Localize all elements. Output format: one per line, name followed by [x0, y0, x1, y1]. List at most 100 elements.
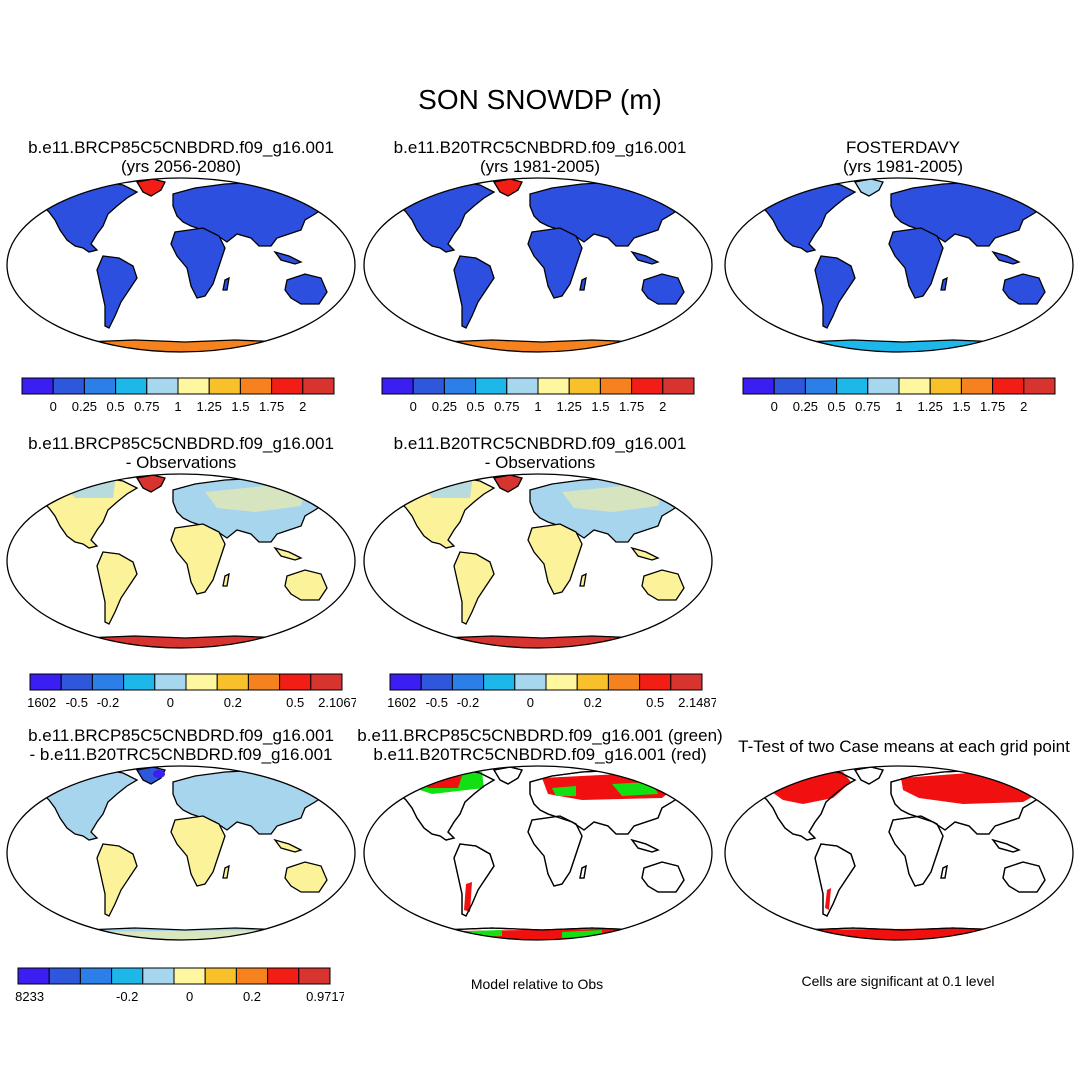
land-madagascar: [940, 276, 948, 291]
colorbar-box: [867, 377, 900, 395]
map-border: [363, 473, 713, 649]
colorbar-tick-label: 0.2: [584, 695, 602, 710]
land-madagascar: [222, 572, 230, 587]
map-panel-9: [724, 765, 1074, 941]
colorbar-tick-label: 2.1067: [318, 695, 356, 710]
colorbar-box: [302, 377, 335, 395]
colorbar-box: [208, 377, 241, 395]
land-south-america: [96, 551, 138, 625]
colorbar-box: [310, 673, 343, 691]
colorbar-tick-label: 0.75: [494, 399, 519, 414]
colorbar-box: [173, 967, 206, 985]
colorbar-tick-label: 0.25: [72, 399, 97, 414]
map-panel-2: [363, 177, 713, 353]
colorbar-tick-label: -1.8233: [14, 989, 44, 1004]
land-africa: [527, 227, 583, 299]
map-panel-8: [363, 765, 713, 941]
land-sea-islands: [991, 250, 1021, 265]
land-sea-islands: [273, 250, 303, 265]
land-africa: [888, 227, 944, 299]
colorbar-tick-label: 0.75: [134, 399, 159, 414]
colorbar-box: [83, 377, 117, 395]
land-australia: [641, 273, 685, 305]
colorbar-tick-label: 1.5: [231, 399, 249, 414]
colorbar-box: [177, 377, 210, 395]
colorbar-box: [204, 967, 237, 985]
map-border: [724, 177, 1074, 353]
colorbar-box: [60, 673, 93, 691]
land-south-america: [453, 551, 495, 625]
colorbar-tick-label: 1.5: [591, 399, 609, 414]
colorbar-tick-label: 0: [527, 695, 534, 710]
colorbar-tick-label: -0.5: [426, 695, 448, 710]
colorbar-box: [773, 377, 806, 395]
colorbar-tick-label: 0.2: [243, 989, 261, 1004]
map-border: [724, 765, 1074, 941]
colorbar-box: [216, 673, 249, 691]
colorbar-box: [17, 967, 50, 985]
colorbar-tick-label: 1.75: [980, 399, 1005, 414]
colorbar-box: [154, 673, 187, 691]
panel-title-2: b.e11.B20TRC5CNBDRD.f09_g16.001 (yrs 1981…: [393, 138, 687, 176]
colorbar-tick-label: -0.5: [66, 695, 88, 710]
land-madagascar: [579, 572, 587, 587]
colorbar-box: [239, 377, 273, 395]
colorbar-tick-label: 0: [410, 399, 417, 414]
colorbar-tick-label: -0.2: [116, 989, 138, 1004]
panel-title-8: b.e11.BRCP85C5CNBDRD.f09_g16.001 (green)…: [357, 726, 723, 764]
colorbar-box: [142, 967, 175, 985]
colorbar-tick-label: 0.5: [107, 399, 125, 414]
colorbar-4: -1.1602 -0.5 -0.2 0 0.2 0.5 2.1067: [26, 673, 356, 710]
colorbar-tick-label: 2: [659, 399, 666, 414]
land-africa: [527, 523, 583, 595]
map-panel-7: [6, 765, 356, 941]
colorbar-box: [420, 673, 453, 691]
colorbar-box: [247, 673, 281, 691]
colorbar-box: [836, 377, 869, 395]
land-sea-islands: [630, 250, 660, 265]
panel-title-1: b.e11.BRCP85C5CNBDRD.f09_g16.001 (yrs 205…: [28, 138, 334, 176]
map-border: [6, 765, 356, 941]
colorbar-7: -1.8233 -0.2 0 0.2 0.9717: [14, 967, 344, 1004]
land-africa: [170, 815, 226, 887]
map-border: [6, 473, 356, 649]
land-australia: [1002, 273, 1046, 305]
colorbar-tick-label: 2.1487: [678, 695, 716, 710]
colorbar-box: [381, 377, 414, 395]
colorbar-tick-label: 1.75: [259, 399, 284, 414]
colorbar-tick-label: 0.9717: [306, 989, 344, 1004]
colorbar-box: [111, 967, 144, 985]
land-africa: [170, 523, 226, 595]
colorbar-tick-label: 1.75: [619, 399, 644, 414]
land-australia: [641, 569, 685, 601]
colorbar-box: [537, 377, 570, 395]
land-antarctica: [44, 339, 325, 352]
colorbar-2: 0 0.25 0.5 0.75 1 1.25 1.5 1.75 2: [381, 377, 695, 414]
land-sea-islands: [273, 838, 303, 853]
colorbar-box: [185, 673, 218, 691]
colorbar-box: [960, 377, 994, 395]
colorbar-box: [992, 377, 1025, 395]
colorbar-box: [662, 377, 695, 395]
land-madagascar: [222, 276, 230, 291]
colorbar-box: [607, 673, 641, 691]
colorbar-box: [443, 377, 477, 395]
map-panel-5: [363, 473, 713, 649]
colorbar-tick-label: 1.5: [952, 399, 970, 414]
colorbar-box: [804, 377, 838, 395]
colorbar-box: [146, 377, 179, 395]
colorbar-1: 0 0.25 0.5 0.75 1 1.25 1.5 1.75 2: [21, 377, 335, 414]
colorbar-box: [576, 673, 609, 691]
colorbar-box: [389, 673, 422, 691]
colorbar-box: [631, 377, 664, 395]
colorbar-box: [29, 673, 62, 691]
land-australia: [284, 861, 328, 893]
colorbar-box: [279, 673, 312, 691]
colorbar-box: [898, 377, 931, 395]
colorbar-tick-label: 0.75: [855, 399, 880, 414]
land-australia: [284, 273, 328, 305]
colorbar-box: [52, 377, 85, 395]
colorbar-box: [929, 377, 962, 395]
panel-title-5: b.e11.B20TRC5CNBDRD.f09_g16.001- Observa…: [393, 434, 687, 472]
panel-title-4: b.e11.BRCP85C5CNBDRD.f09_g16.001- Observ…: [28, 434, 334, 472]
